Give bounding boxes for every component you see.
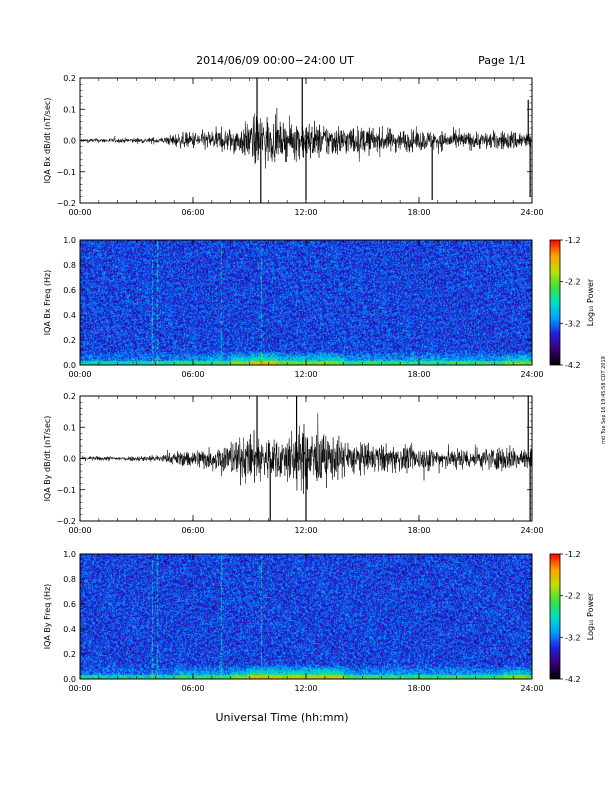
y-tick-label: 0.6 [63,286,76,295]
x-tick-label: 00:00 [68,370,91,379]
colorbar-label: Log₁₀ Power [586,278,595,326]
y-tick-label: 0.2 [63,74,76,83]
y-tick-label: 1.0 [63,236,76,245]
y-tick-label: 0.6 [63,600,76,609]
colorbar-gradient [549,239,561,366]
x-tick-label: 12:00 [294,370,317,379]
y-tick-label: 0.4 [63,625,76,634]
x-tick-label: 06:00 [181,684,204,693]
x-tick-label: 12:00 [294,208,317,217]
bx-spectrogram-panel: 1.0 0.8 0.6 0.4 0.2 0.0 IQA Bx Freq (Hz) 00:00 0… [43,236,544,379]
x-tick-label: 18:00 [407,684,430,693]
colorbar-label: Log₁₀ Power [586,592,595,640]
y-tick-label: −0.2 [57,199,76,208]
x-tick-label: 24:00 [520,684,543,693]
y-axis-label: IQA By dB/dt (nT/sec) [43,416,52,502]
side-stamp: mtl Tue Sep 16 19:45:58 CDT 2019 [601,356,607,444]
y-tick-label: −0.2 [57,517,76,526]
y-tick-label: 0.0 [63,455,76,464]
colorbar-tick-label: -3.2 [565,319,581,328]
x-tick-label: 06:00 [181,370,204,379]
colorbar-tick-label: -1.2 [565,550,581,559]
by-colorbar: -1.2 -2.2 -3.2 -4.2 Log₁₀ Power [549,550,595,684]
spectrogram-image [80,554,532,679]
colorbar-tick-label: -2.2 [565,592,581,601]
y-tick-label: 0.2 [63,650,76,659]
y-tick-label: 0.2 [63,336,76,345]
y-axis-label: IQA Bx dB/dt (nT/sec) [43,98,52,184]
by-dbdt-panel: 0.2 0.1 0.0 −0.1 −0.2 IQA By dB/dt (nT/sec) 00… [43,392,544,535]
x-axis-title: Universal Time (hh:mm) [216,711,349,724]
y-tick-label: 0.8 [63,261,76,270]
x-tick-label: 06:00 [181,208,204,217]
y-tick-label: 0.1 [63,105,76,114]
x-tick-label: 00:00 [68,684,91,693]
page-number: Page 1/1 [478,54,526,67]
y-tick-label: 0.8 [63,575,76,584]
y-tick-label: 0.2 [63,392,76,401]
x-tick-label: 00:00 [68,208,91,217]
y-axis-label: IQA By Freq (Hz) [43,584,52,650]
y-tick-label: 0.4 [63,311,76,320]
y-tick-label: 0.0 [63,137,76,146]
x-tick-label: 18:00 [407,370,430,379]
colorbar-tick-label: -3.2 [565,633,581,642]
bx-dbdt-panel: 0.2 0.1 0.0 −0.1 −0.2 IQA Bx dB/dt (nT/sec) 00… [43,74,544,217]
colorbar-tick-label: -2.2 [565,278,581,287]
x-tick-label: 18:00 [407,208,430,217]
y-tick-label: 0.0 [63,361,76,370]
x-tick-label: 24:00 [520,208,543,217]
x-tick-label: 24:00 [520,526,543,535]
dbdt-trace [79,107,533,169]
y-tick-label: −0.1 [57,168,76,177]
x-tick-label: 12:00 [294,526,317,535]
colorbar-tick-label: -4.2 [565,361,581,370]
colorbar-gradient [549,553,561,680]
y-tick-label: 0.1 [63,423,76,432]
by-spectrogram-panel: 1.0 0.8 0.6 0.4 0.2 0.0 IQA By Freq (Hz) 00:00 0… [43,550,544,693]
y-axis-label: IQA Bx Freq (Hz) [43,270,52,336]
x-tick-label: 00:00 [68,526,91,535]
x-tick-label: 18:00 [407,526,430,535]
page-title: 2014/06/09 00:00−24:00 UT [196,54,354,67]
x-tick-label: 06:00 [181,526,204,535]
spectrogram-image [80,240,532,365]
colorbar-tick-label: -4.2 [565,675,581,684]
colorbar-tick-label: -1.2 [565,236,581,245]
y-tick-label: 1.0 [63,550,76,559]
y-tick-label: 0.0 [63,675,76,684]
x-tick-label: 24:00 [520,370,543,379]
x-tick-label: 12:00 [294,684,317,693]
bx-colorbar: -1.2 -2.2 -3.2 -4.2 Log₁₀ Power [549,236,595,370]
y-tick-label: −0.1 [57,486,76,495]
